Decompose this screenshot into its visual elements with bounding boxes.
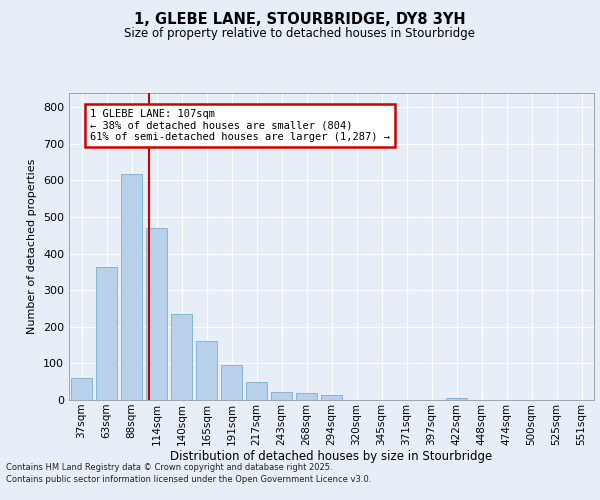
Bar bbox=[146, 228, 167, 400]
Text: Contains HM Land Registry data © Crown copyright and database right 2025.: Contains HM Land Registry data © Crown c… bbox=[6, 462, 332, 471]
Bar bbox=[221, 365, 242, 400]
Bar bbox=[296, 394, 317, 400]
X-axis label: Distribution of detached houses by size in Stourbridge: Distribution of detached houses by size … bbox=[170, 450, 493, 464]
Bar bbox=[171, 314, 192, 400]
Bar bbox=[121, 174, 142, 400]
Bar bbox=[196, 340, 217, 400]
Bar bbox=[96, 268, 117, 400]
Text: Contains public sector information licensed under the Open Government Licence v3: Contains public sector information licen… bbox=[6, 475, 371, 484]
Bar bbox=[321, 395, 342, 400]
Y-axis label: Number of detached properties: Number of detached properties bbox=[28, 158, 37, 334]
Bar bbox=[446, 398, 467, 400]
Bar bbox=[246, 382, 267, 400]
Text: Size of property relative to detached houses in Stourbridge: Size of property relative to detached ho… bbox=[125, 28, 476, 40]
Text: 1, GLEBE LANE, STOURBRIDGE, DY8 3YH: 1, GLEBE LANE, STOURBRIDGE, DY8 3YH bbox=[134, 12, 466, 28]
Bar bbox=[271, 392, 292, 400]
Bar bbox=[71, 378, 92, 400]
Text: 1 GLEBE LANE: 107sqm
← 38% of detached houses are smaller (804)
61% of semi-deta: 1 GLEBE LANE: 107sqm ← 38% of detached h… bbox=[90, 109, 390, 142]
